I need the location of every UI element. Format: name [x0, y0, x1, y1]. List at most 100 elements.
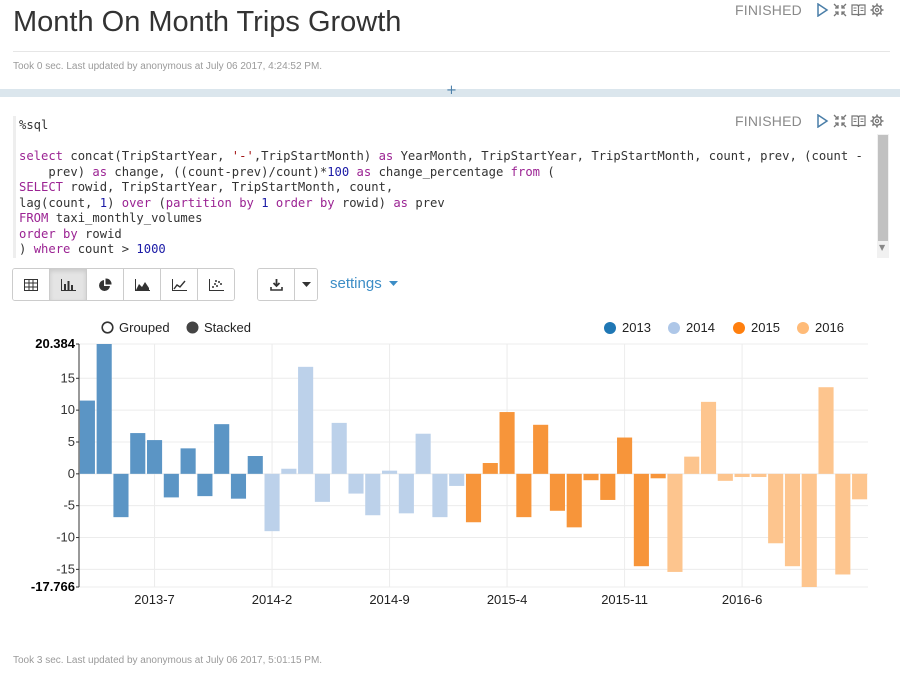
code-line: ) where count > 1000 — [19, 242, 166, 256]
code-line: order by rowid — [19, 226, 122, 241]
bar[interactable] — [700, 401, 717, 474]
add-paragraph-bar[interactable] — [0, 89, 900, 97]
bar[interactable] — [365, 473, 381, 516]
bar[interactable] — [298, 366, 314, 474]
download-dropdown-button[interactable] — [295, 269, 317, 300]
pie-chart-icon — [99, 277, 112, 291]
bar[interactable] — [818, 387, 834, 474]
bar[interactable] — [650, 473, 666, 479]
grouped-radio[interactable]: Grouped — [101, 320, 170, 335]
scatter-chart-button[interactable] — [198, 269, 234, 300]
bar[interactable] — [180, 448, 196, 474]
bar[interactable] — [113, 473, 129, 518]
legend-2015[interactable]: 2015 — [733, 320, 780, 335]
bar[interactable] — [465, 473, 482, 523]
gear-icon[interactable] — [870, 3, 884, 17]
bar[interactable] — [835, 473, 851, 575]
book-icon[interactable] — [851, 114, 866, 128]
line-chart-icon — [171, 278, 187, 291]
code-line: prev) as change, ((count-prev)/count)*10… — [19, 164, 555, 179]
bar[interactable] — [533, 424, 549, 474]
bar[interactable] — [449, 473, 465, 486]
bar[interactable] — [331, 422, 347, 474]
bar[interactable] — [717, 473, 733, 481]
bar[interactable] — [415, 433, 431, 474]
y-tick-label: -17.766 — [31, 579, 75, 594]
bar[interactable] — [214, 424, 230, 474]
bar[interactable] — [566, 473, 582, 528]
code-editor[interactable]: %sql select concat(TripStartYear, '-',Tr… — [19, 118, 863, 258]
bar[interactable] — [801, 473, 817, 587]
bar-chart-icon — [60, 278, 76, 291]
bar[interactable] — [600, 473, 616, 500]
x-tick-label: 2013-7 — [134, 592, 174, 606]
x-tick-label: 2014-2 — [252, 592, 292, 606]
code-editor-gutter — [13, 116, 16, 258]
bar[interactable] — [482, 463, 498, 474]
bar[interactable] — [163, 473, 179, 498]
bar[interactable] — [314, 473, 330, 502]
paragraph1-meta: Took 0 sec. Last updated by anonymous at… — [13, 61, 323, 72]
legend-swatch — [733, 321, 745, 334]
bar[interactable] — [734, 473, 750, 478]
add-paragraph-icon[interactable]: + — [446, 83, 457, 98]
legend-2013[interactable]: 2013 — [604, 320, 651, 335]
table-view-button[interactable] — [13, 269, 50, 300]
y-tick-label: -15 — [56, 561, 75, 576]
bar[interactable] — [852, 473, 868, 500]
code-scrollbar-thumb[interactable] — [878, 135, 888, 241]
legend-swatch — [668, 321, 680, 334]
bar[interactable] — [684, 456, 700, 474]
bar[interactable] — [96, 344, 112, 474]
bar[interactable] — [382, 470, 398, 474]
bar[interactable] — [633, 473, 649, 567]
run-icon[interactable] — [816, 3, 829, 17]
bar[interactable] — [432, 473, 448, 518]
paragraph2-status: FINISHED — [735, 113, 802, 129]
scroll-down-icon[interactable]: ▼ — [879, 243, 886, 252]
settings-label: settings — [330, 275, 382, 292]
area-chart-button[interactable] — [124, 269, 161, 300]
stacked-radio[interactable]: Stacked — [186, 320, 251, 335]
bar[interactable] — [768, 473, 784, 544]
bar[interactable] — [197, 473, 213, 497]
settings-toggle[interactable]: settings — [330, 275, 398, 292]
bar[interactable] — [247, 456, 263, 474]
bar[interactable] — [667, 473, 683, 572]
bar[interactable] — [348, 473, 364, 494]
bar-chart-button[interactable] — [50, 269, 87, 300]
run-icon[interactable] — [816, 114, 829, 128]
bar[interactable] — [549, 473, 565, 511]
gear-icon[interactable] — [870, 114, 884, 128]
bar[interactable] — [79, 400, 95, 474]
collapse-icon[interactable] — [833, 114, 847, 128]
legend-2016[interactable]: 2016 — [797, 320, 844, 335]
line-chart-button[interactable] — [161, 269, 198, 300]
pie-chart-button[interactable] — [87, 269, 124, 300]
code-line: lag(count, 1) over (partition by 1 order… — [19, 195, 445, 210]
code-line: select concat(TripStartYear, '-',TripSta… — [19, 149, 863, 163]
book-icon[interactable] — [851, 3, 866, 17]
bar[interactable] — [146, 440, 163, 474]
bar[interactable] — [516, 473, 532, 518]
bar[interactable] — [583, 473, 599, 481]
bar[interactable] — [617, 437, 633, 474]
bar[interactable] — [398, 473, 414, 514]
legend-2014[interactable]: 2014 — [668, 320, 715, 335]
x-tick-label: 2014-9 — [369, 592, 409, 606]
download-button[interactable] — [258, 269, 295, 300]
collapse-icon[interactable] — [833, 3, 847, 17]
legend-label: 2015 — [751, 320, 780, 335]
y-tick-label: 5 — [68, 434, 75, 449]
bar[interactable] — [130, 433, 146, 474]
bar[interactable] — [264, 473, 280, 532]
bar[interactable] — [499, 412, 515, 474]
table-icon — [24, 278, 38, 291]
code-line: SELECT rowid, TripStartYear, TripStartMo… — [19, 180, 394, 194]
paragraph1-divider — [13, 51, 890, 52]
bar[interactable] — [281, 468, 297, 474]
bar[interactable] — [230, 473, 247, 499]
bar[interactable] — [751, 473, 767, 478]
bar[interactable] — [784, 473, 801, 567]
scatter-chart-icon — [208, 278, 224, 291]
